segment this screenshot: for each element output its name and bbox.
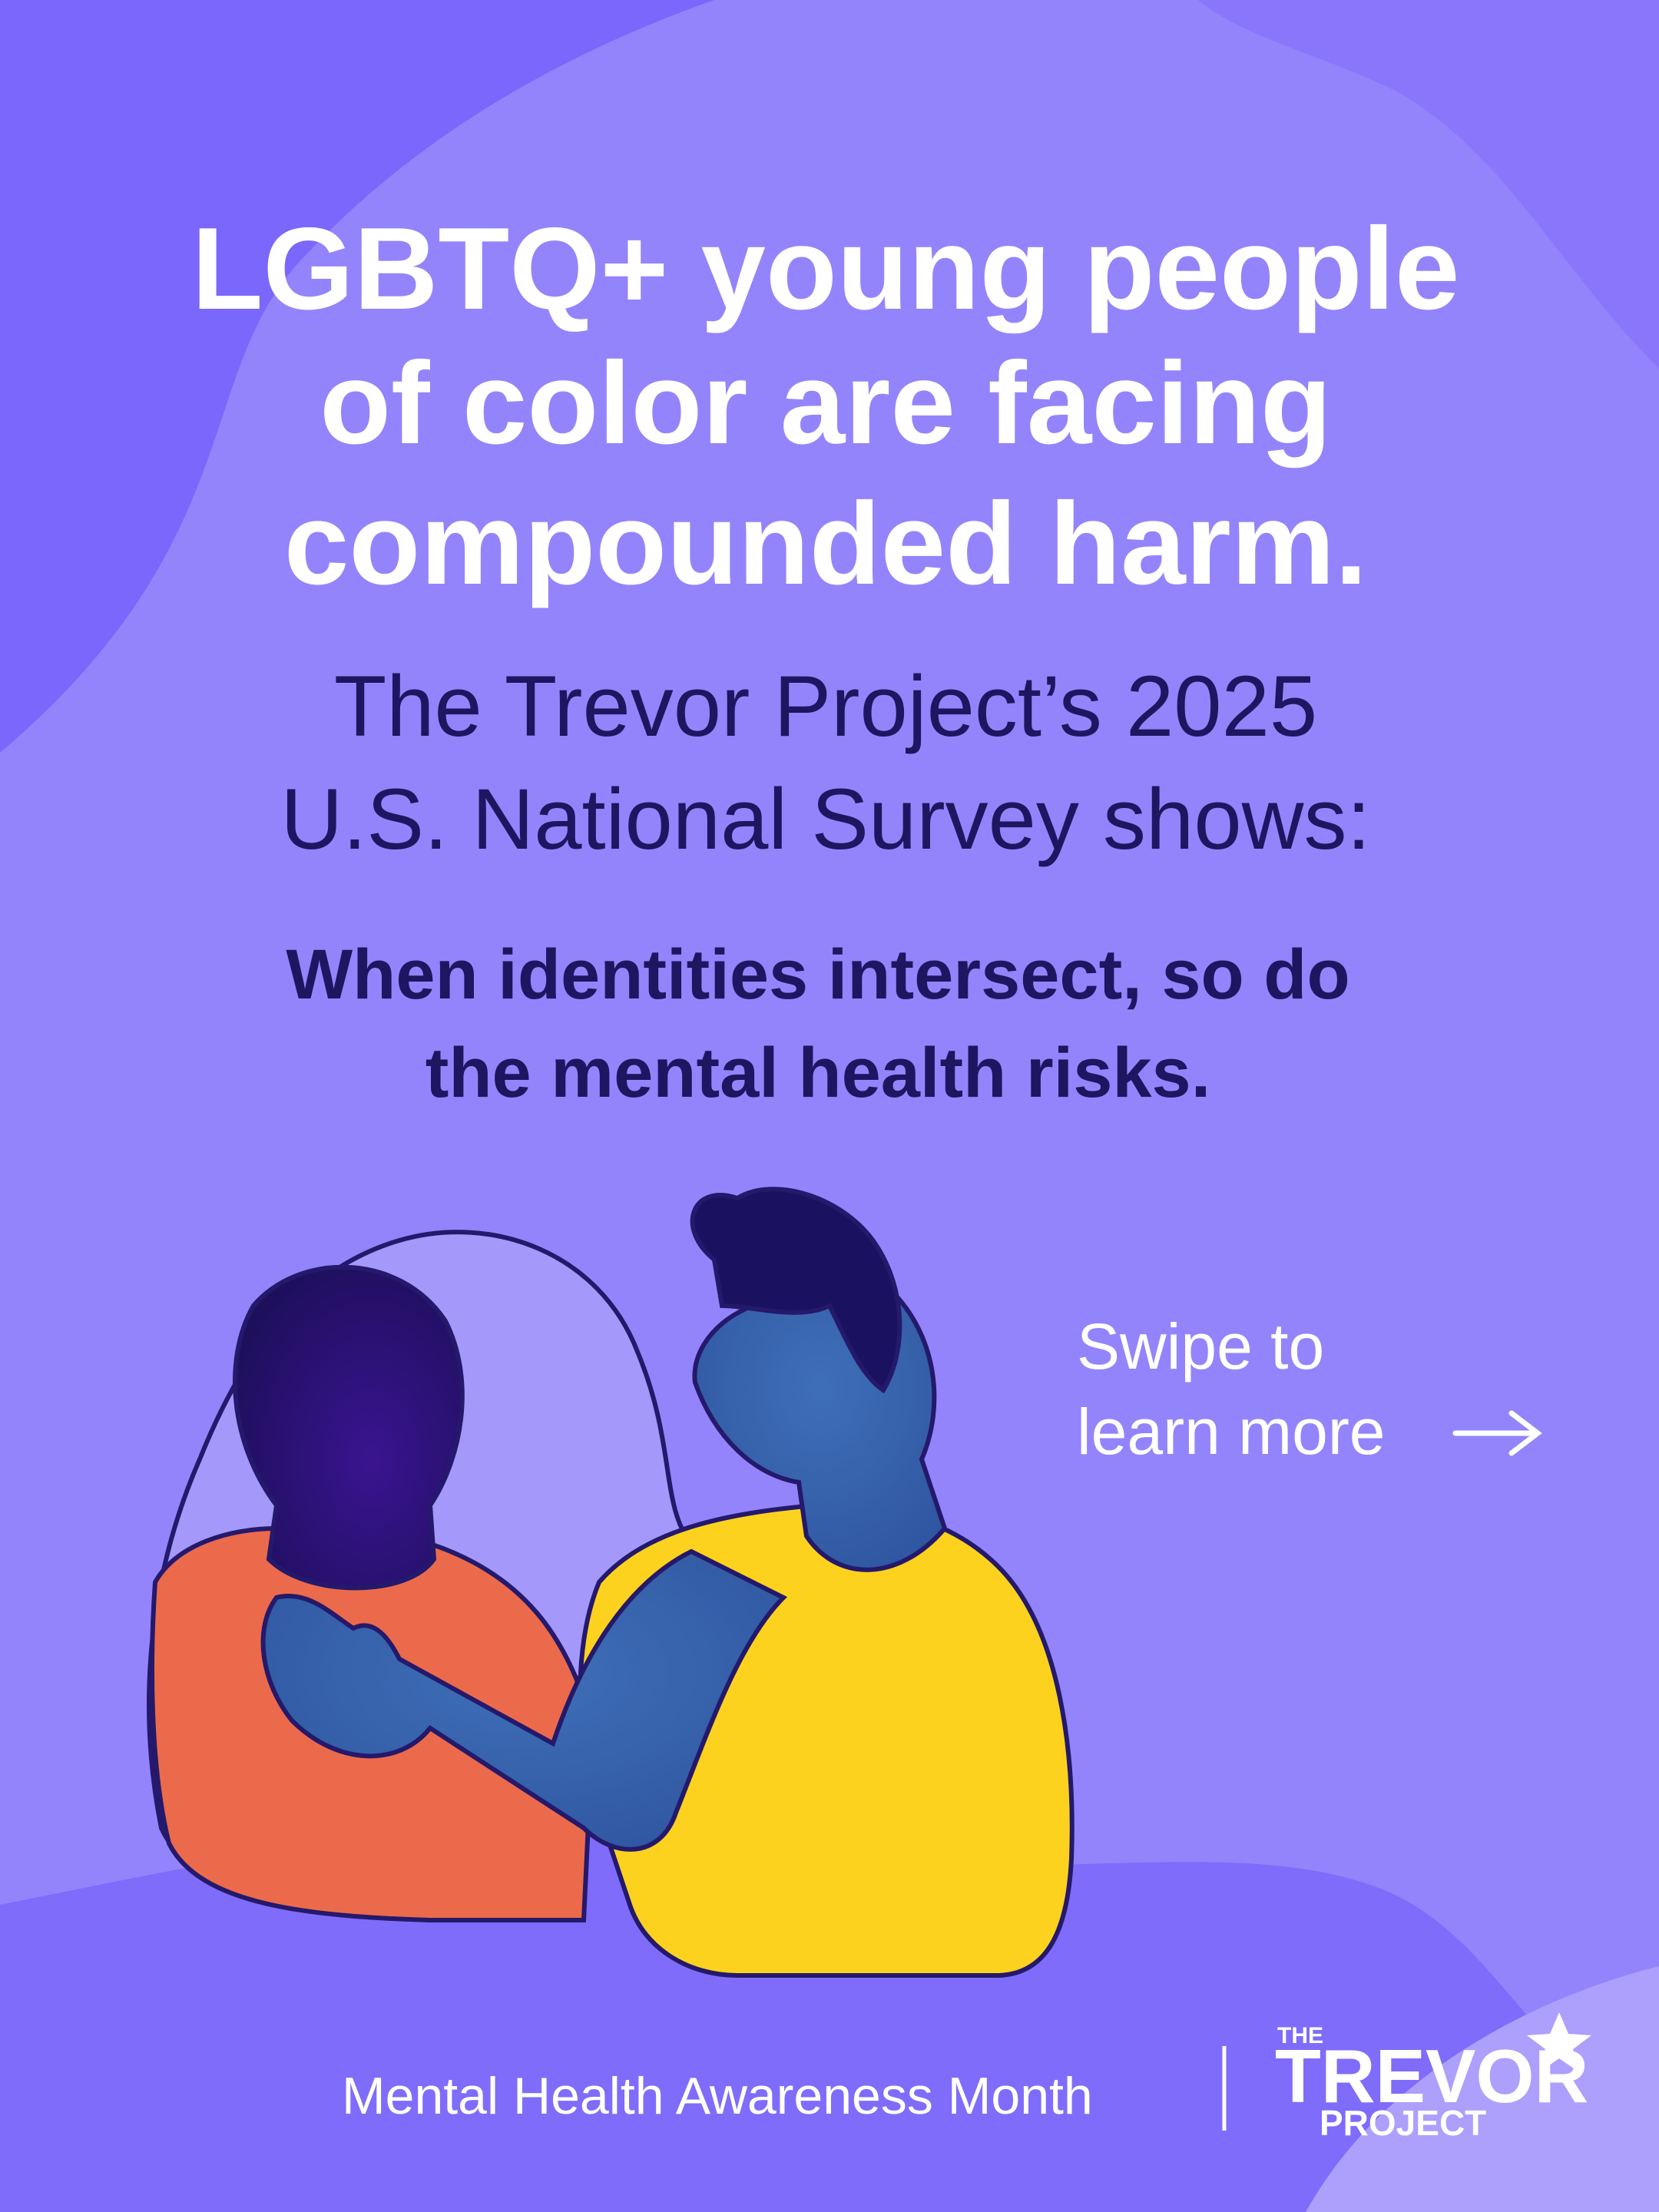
swipe-prompt[interactable]: Swipe to learn more bbox=[1077, 1310, 1542, 1468]
logo-main: TREVOR bbox=[1275, 2034, 1588, 2118]
illustration bbox=[147, 1187, 1075, 1978]
subtitle-line: U.S. National Survey shows: bbox=[280, 771, 1370, 867]
arm bbox=[260, 1548, 788, 1852]
headline: LGBTQ+ young people of color are facing … bbox=[192, 204, 1460, 609]
hair bbox=[690, 1187, 902, 1394]
statement-line: the mental health risks. bbox=[426, 1034, 1211, 1112]
arrow-icon bbox=[1452, 1410, 1542, 1456]
swipe-line: learn more bbox=[1077, 1396, 1386, 1468]
logo-star bbox=[1527, 2012, 1591, 2072]
logo-top: THE bbox=[1277, 2023, 1323, 2048]
blob-top-left bbox=[0, 0, 714, 753]
blob-bottom-right bbox=[1306, 1966, 1659, 2212]
headline-line: compounded harm. bbox=[284, 478, 1367, 609]
headline-line: LGBTQ+ young people bbox=[192, 204, 1460, 334]
subtitle-line: The Trevor Project’s 2025 bbox=[334, 658, 1317, 754]
blob-top-right bbox=[1198, 0, 1659, 369]
logo[interactable]: THE TREVOR PROJECT bbox=[1275, 2012, 1591, 2143]
statement: When identities intersect, so do the men… bbox=[286, 935, 1349, 1112]
logo-bottom: PROJECT bbox=[1320, 2103, 1486, 2143]
headline-line: of color are facing bbox=[320, 338, 1332, 469]
campaign-label: Mental Health Awareness Month bbox=[342, 2067, 1093, 2125]
statement-line: When identities intersect, so do bbox=[286, 935, 1349, 1014]
subtitle: The Trevor Project’s 2025 U.S. National … bbox=[280, 658, 1370, 867]
dark-head bbox=[233, 1264, 465, 1591]
swipe-line: Swipe to bbox=[1077, 1310, 1324, 1382]
